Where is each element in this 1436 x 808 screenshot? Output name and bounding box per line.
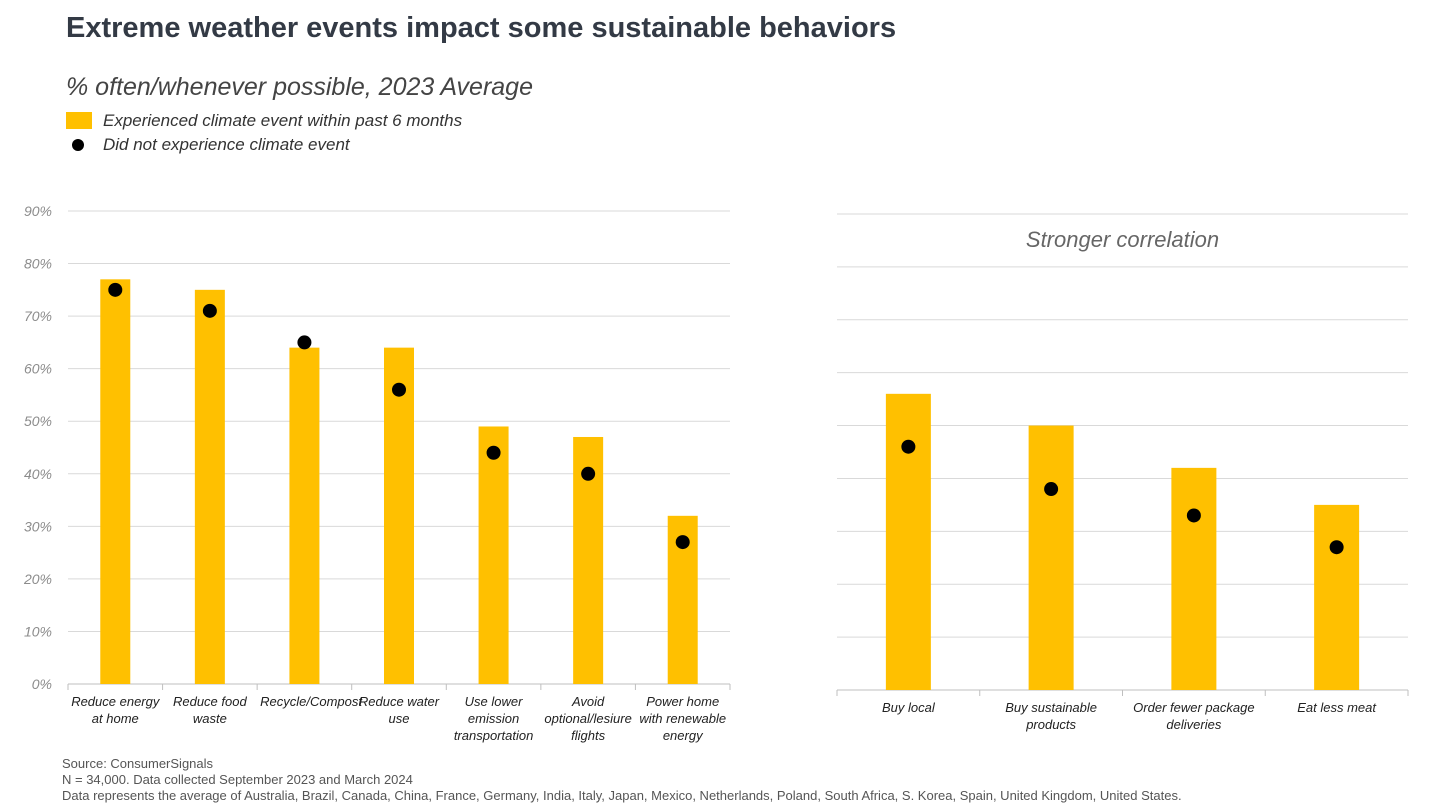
y-tick-label: 40%	[24, 466, 52, 482]
y-tick-label: 30%	[24, 518, 52, 534]
y-tick-label: 80%	[24, 256, 52, 272]
x-tick-label: Avoid optional/lesiure flights	[544, 694, 632, 743]
dot	[675, 535, 690, 550]
bar	[1171, 467, 1217, 690]
y-tick-label: 70%	[24, 308, 52, 324]
dot	[1186, 508, 1201, 523]
x-tick-label: Use lower emission transportation	[453, 694, 534, 743]
dot	[1329, 540, 1344, 555]
annotation: Stronger correlation	[1026, 227, 1219, 252]
bar	[1028, 425, 1074, 690]
x-tick-label: Power home with renewable energy	[639, 694, 727, 743]
bar	[194, 289, 225, 684]
x-tick-label: Buy local	[882, 700, 935, 715]
bar	[1314, 504, 1360, 690]
bar	[478, 426, 509, 684]
y-tick-label: 50%	[24, 413, 52, 429]
source-note: Source: ConsumerSignals	[62, 756, 214, 771]
y-tick-label: 90%	[24, 203, 52, 219]
legend-swatch	[66, 112, 92, 129]
dot	[486, 445, 501, 460]
x-tick-label: Eat less meat	[1297, 700, 1376, 715]
sample-note: N = 34,000. Data collected September 202…	[62, 772, 413, 787]
y-tick-label: 20%	[23, 571, 52, 587]
dot	[901, 439, 916, 454]
legend-label: Did not experience climate event	[103, 135, 350, 154]
bar	[384, 347, 414, 684]
x-tick-label: Reduce water use	[358, 694, 440, 726]
title: Extreme weather events impact some susta…	[66, 12, 897, 44]
x-tick-label: Reduce energy at home	[71, 694, 160, 726]
y-tick-label: 0%	[32, 676, 52, 692]
x-tick-label: Recycle/Compost	[260, 694, 363, 709]
dot	[392, 382, 406, 397]
x-tick-label: Reduce food waste	[172, 694, 247, 726]
bar	[100, 279, 131, 684]
bar	[289, 347, 320, 684]
legend-marker	[72, 139, 84, 151]
x-tick-label: Buy sustainable products	[1005, 700, 1098, 732]
bar	[885, 393, 931, 690]
countries-note: Data represents the average of Australia…	[62, 788, 1182, 803]
dot	[108, 282, 123, 297]
y-tick-label: 60%	[24, 361, 52, 377]
legend-label: Experienced climate event within past 6 …	[103, 111, 463, 130]
dot	[581, 466, 596, 481]
x-tick-label: Order fewer package deliveries	[1133, 700, 1255, 732]
dot	[297, 335, 312, 350]
dot	[202, 303, 217, 318]
dot	[1044, 482, 1059, 497]
y-tick-label: 10%	[24, 623, 52, 639]
subtitle: % often/whenever possible, 2023 Average	[66, 73, 533, 101]
